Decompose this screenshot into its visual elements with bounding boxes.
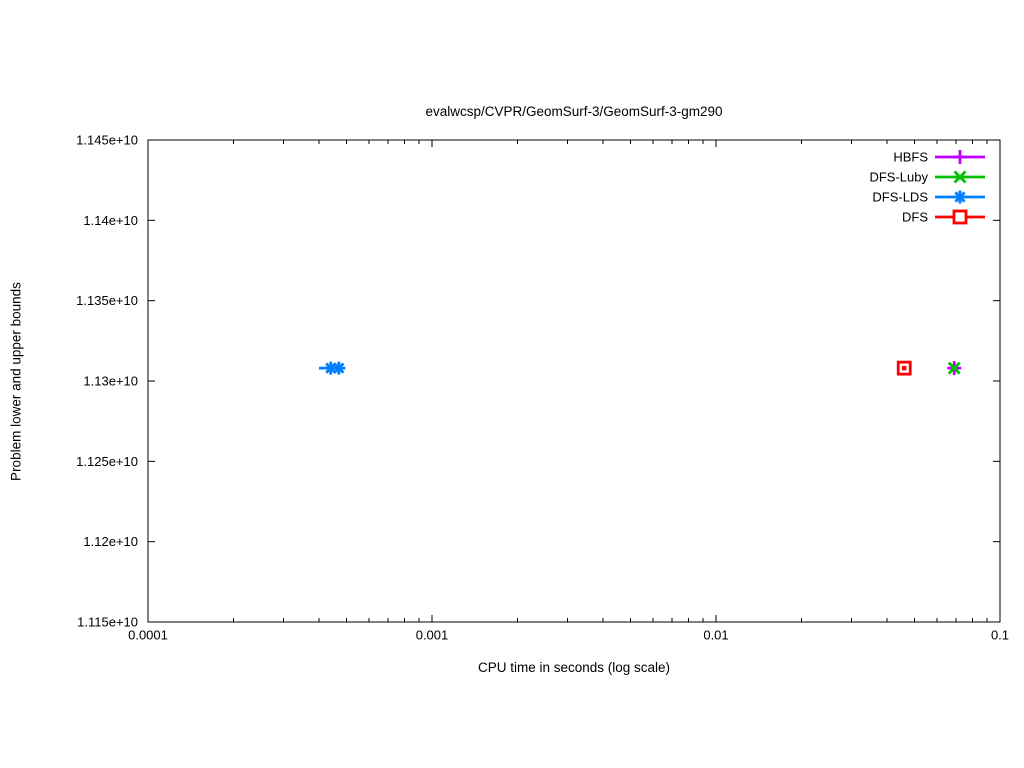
x-tick-label: 0.0001	[128, 628, 168, 643]
legend-label-DFS-Luby: DFS-Luby	[869, 170, 928, 185]
marker-dot-DFS	[902, 365, 907, 371]
legend-label-DFS-LDS: DFS-LDS	[872, 190, 928, 205]
x-tick-label: 0.001	[416, 628, 449, 643]
y-tick-label: 1.13e+10	[83, 374, 138, 389]
chart-title: evalwcsp/CVPR/GeomSurf-3/GeomSurf-3-gm29…	[425, 104, 723, 119]
marker-asterisk-DFS-LDS	[324, 361, 338, 375]
y-tick-label: 1.115e+10	[77, 615, 138, 630]
legend-label-HBFS: HBFS	[893, 150, 928, 165]
y-tick-label: 1.12e+10	[83, 534, 138, 549]
y-tick-label: 1.135e+10	[76, 293, 138, 308]
marker-square-legend-DFS	[952, 209, 968, 225]
marker-plus-legend-HBFS	[953, 150, 967, 164]
legend-label-DFS: DFS	[902, 210, 928, 225]
plot-border	[147, 139, 1001, 623]
marker-asterisk-DFS-LDS	[332, 361, 346, 375]
y-tick-label: 1.125e+10	[76, 454, 138, 469]
y-tick-label: 1.14e+10	[83, 213, 138, 228]
x-tick-label: 0.01	[703, 628, 728, 643]
x-axis-label: CPU time in seconds (log scale)	[477, 660, 671, 675]
x-tick-label: 0.1	[991, 628, 1009, 643]
marker-cross-legend-DFS-Luby	[953, 170, 967, 184]
y-tick-label: 1.145e+10	[76, 133, 138, 148]
marker-asterisk-legend-DFS-LDS	[953, 190, 967, 204]
marker-cross-DFS-Luby	[947, 361, 961, 375]
